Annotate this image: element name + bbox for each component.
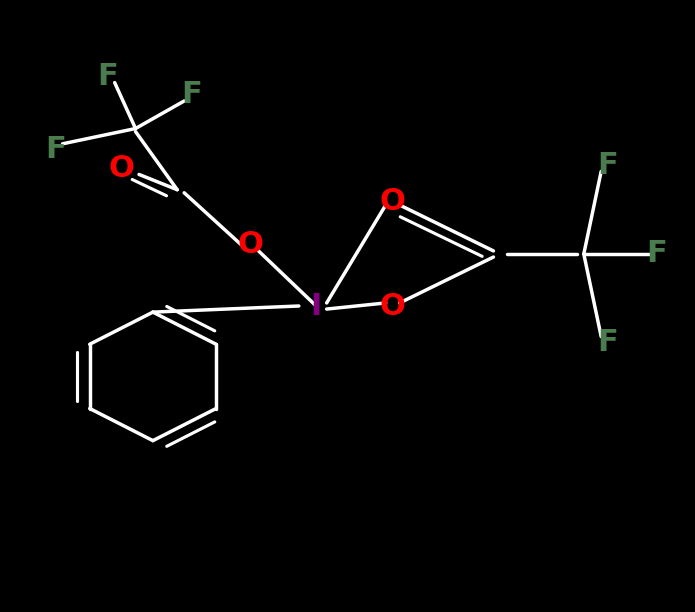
Text: O: O (379, 187, 406, 217)
Text: O: O (379, 291, 406, 321)
Text: O: O (108, 154, 135, 183)
Text: F: F (598, 151, 619, 180)
Text: F: F (598, 328, 619, 357)
Text: F: F (97, 62, 118, 91)
Text: O: O (237, 230, 263, 259)
Text: F: F (45, 135, 66, 165)
Text: F: F (181, 80, 202, 110)
Text: F: F (646, 239, 667, 269)
Text: I: I (311, 291, 322, 321)
